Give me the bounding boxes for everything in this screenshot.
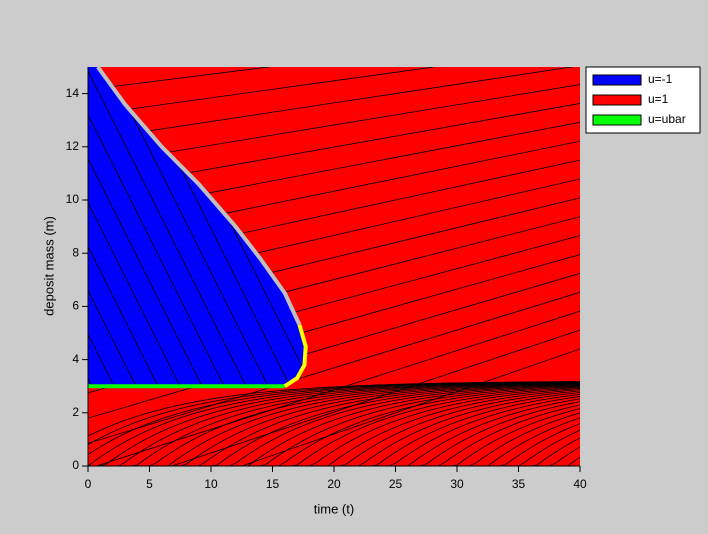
x-tick-label: 25	[389, 477, 403, 491]
trajectory	[88, 404, 580, 466]
trajectory	[88, 392, 580, 466]
x-tick-label: 40	[573, 477, 587, 491]
trajectory	[88, 67, 199, 387]
trajectory	[88, 67, 221, 387]
trajectory	[88, 408, 580, 466]
axes: 0 5 10 15 20 25 30 35 40 0 2 4 6 8 10 12 14	[66, 67, 587, 491]
y-tick-label: 8	[72, 245, 79, 259]
y-tick-label: 12	[66, 139, 80, 153]
boundary-line	[283, 324, 308, 388]
x-tick-label: 20	[327, 477, 341, 491]
region	[88, 67, 306, 387]
y-tick-label: 4	[72, 352, 79, 366]
trajectory	[88, 384, 580, 466]
y-tick-label: 6	[72, 299, 79, 313]
trajectory	[88, 9, 580, 64]
x-axis-label: time (t)	[314, 501, 354, 516]
trajectory	[88, 389, 580, 466]
trajectory	[88, 385, 580, 466]
trajectory	[88, 0, 580, 39]
y-axis-label: deposit mass (m)	[41, 216, 56, 316]
trajectory	[88, 398, 580, 466]
x-tick-label: 10	[204, 477, 218, 491]
trajectory	[88, 393, 580, 466]
trajectory	[88, 382, 580, 466]
trajectory	[88, 382, 580, 466]
trajectory	[88, 388, 580, 466]
x-tick-label: 35	[512, 477, 526, 491]
legend: u=-1 u=1 u=ubar	[585, 66, 701, 134]
x-tick-label: 30	[450, 477, 464, 491]
trajectory	[88, 387, 580, 466]
trajectory	[88, 273, 580, 419]
trajectory	[88, 417, 580, 466]
trajectory	[88, 401, 580, 466]
trajectory	[88, 382, 580, 466]
y-tick-label: 2	[72, 405, 79, 419]
trajectory	[240, 348, 580, 466]
trajectory	[88, 386, 580, 466]
trajectory	[170, 329, 580, 466]
trajectory	[88, 67, 265, 387]
y-tick-label: 14	[66, 86, 80, 100]
x-tick-label: 15	[266, 477, 280, 491]
trajectory	[88, 0, 580, 14]
trajectory	[88, 84, 580, 166]
y-tick-label: 10	[66, 192, 80, 206]
x-tick-label: 5	[146, 477, 153, 491]
trajectory	[88, 383, 580, 466]
y-tick-label: 0	[72, 458, 79, 472]
trajectory	[88, 390, 580, 466]
boundary-line	[96, 67, 302, 326]
legend-swatch	[592, 114, 642, 126]
trajectory	[88, 396, 580, 466]
trajectory	[107, 67, 306, 387]
trajectory	[88, 67, 287, 387]
trajectory	[88, 384, 580, 466]
plot-area	[88, 0, 580, 466]
trajectory	[88, 381, 580, 466]
trajectory	[88, 382, 580, 466]
trajectory	[88, 412, 580, 466]
x-tick-label: 0	[85, 477, 92, 491]
legend-swatch	[592, 94, 642, 106]
trajectory	[88, 291, 580, 444]
trajectory	[88, 67, 243, 387]
legend-label: u=1	[648, 92, 669, 106]
legend-label: u=ubar	[648, 112, 686, 126]
trajectory	[88, 67, 437, 116]
legend-label: u=-1	[648, 72, 673, 86]
legend-swatch	[592, 74, 642, 86]
trajectory	[88, 67, 574, 141]
trajectory	[88, 67, 272, 91]
trajectory	[88, 383, 580, 466]
